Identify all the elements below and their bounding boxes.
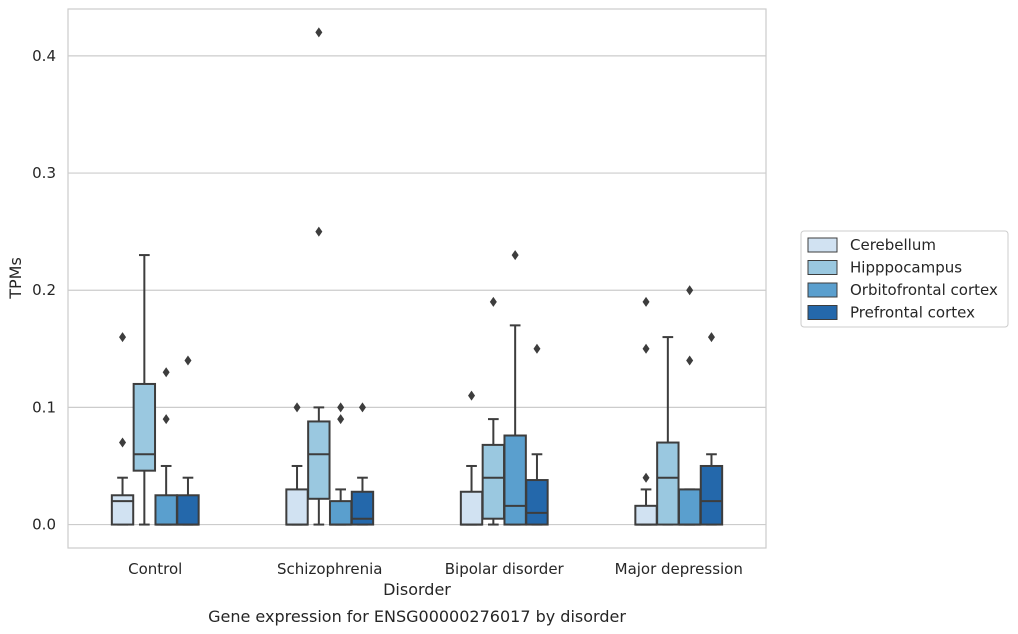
- box-1-0: [285, 402, 309, 526]
- outlier-point: [511, 250, 519, 261]
- box-0-1: [132, 254, 157, 526]
- outlier-point: [119, 332, 127, 343]
- box-body: [525, 479, 549, 526]
- box-body: [481, 443, 506, 520]
- box-body: [307, 420, 331, 500]
- outlier-point: [315, 226, 323, 237]
- box-body: [176, 494, 200, 526]
- box-body: [699, 464, 724, 526]
- box-body: [154, 494, 178, 526]
- outlier-point: [162, 367, 170, 378]
- outlier-point: [686, 355, 694, 366]
- box-body: [634, 504, 658, 526]
- box-3-1: [656, 336, 680, 526]
- y-tick-label: 0.1: [32, 398, 56, 416]
- x-tick-label: Major depression: [615, 560, 743, 578]
- outlier-point: [184, 355, 192, 366]
- legend-swatch: [807, 260, 838, 275]
- box-body: [132, 382, 157, 472]
- box-2-0: [459, 390, 484, 526]
- y-tick-label: 0.0: [32, 516, 56, 534]
- box-3-3: [699, 332, 724, 526]
- box-body: [459, 490, 484, 526]
- legend-label: Orbitofrontal cortex: [850, 281, 998, 299]
- legend-label: Hipppocampus: [850, 259, 962, 277]
- outlier-point: [293, 402, 301, 413]
- legend-swatch: [807, 305, 838, 320]
- outlier-point: [119, 437, 127, 448]
- outlier-point: [642, 472, 650, 483]
- outlier-point: [468, 390, 476, 401]
- box-body: [350, 490, 375, 526]
- plot-area-frame: [67, 8, 767, 549]
- y-tick-label: 0.3: [32, 164, 56, 182]
- x-tick-label: Bipolar disorder: [445, 560, 565, 578]
- outlier-point: [707, 332, 715, 343]
- outlier-point: [337, 414, 345, 425]
- outlier-point: [337, 402, 345, 413]
- outlier-point: [162, 414, 170, 425]
- box-0-3: [176, 355, 200, 526]
- box-body: [110, 494, 135, 526]
- outlier-point: [489, 296, 497, 307]
- legend-label: Prefrontal cortex: [850, 304, 975, 322]
- box-2-3: [525, 343, 549, 526]
- box-0-0: [110, 332, 135, 526]
- outlier-point: [642, 343, 650, 354]
- y-tick-labels: 0.0 0.1 0.2 0.3 0.4: [32, 47, 56, 534]
- legend-swatch: [807, 237, 838, 253]
- outlier-point: [642, 296, 650, 307]
- legend-label: Cerebellum: [850, 236, 936, 254]
- legend-swatch: [807, 282, 838, 298]
- x-tick-label: Control: [128, 560, 182, 578]
- legend-frame: [800, 230, 1009, 328]
- legend-items: Cerebellum Hipppocampus Orbitofrontal cort…: [807, 236, 998, 322]
- x-axis-label: Disorder: [383, 580, 451, 599]
- box-body: [503, 434, 527, 526]
- box-1-1: [307, 27, 331, 526]
- legend: Cerebellum Hipppocampus Orbitofrontal cort…: [800, 230, 1009, 328]
- outlier-point: [358, 402, 366, 413]
- box-series: [110, 27, 724, 526]
- y-tick-label: 0.4: [32, 47, 56, 65]
- box-2-2: [503, 250, 527, 526]
- box-1-2: [328, 402, 353, 526]
- box-1-3: [350, 402, 375, 526]
- box-3-2: [677, 285, 702, 526]
- box-body: [656, 441, 680, 526]
- outlier-point: [533, 343, 541, 354]
- box-body: [285, 488, 309, 526]
- box-0-2: [154, 367, 178, 526]
- outlier-point: [686, 285, 694, 296]
- y-axis-label: TPMs: [6, 257, 25, 300]
- y-tick-label: 0.2: [32, 281, 56, 299]
- outlier-point: [315, 27, 323, 38]
- box-body: [677, 488, 702, 526]
- box-2-1: [481, 296, 506, 526]
- box-3-0: [634, 296, 658, 526]
- chart-caption: Gene expression for ENSG00000276017 by d…: [208, 607, 626, 626]
- box-body: [328, 500, 353, 526]
- x-tick-label: Schizophrenia: [277, 560, 382, 578]
- x-tick-labels: Control Schizophrenia Bipolar disorder Majo…: [128, 560, 743, 578]
